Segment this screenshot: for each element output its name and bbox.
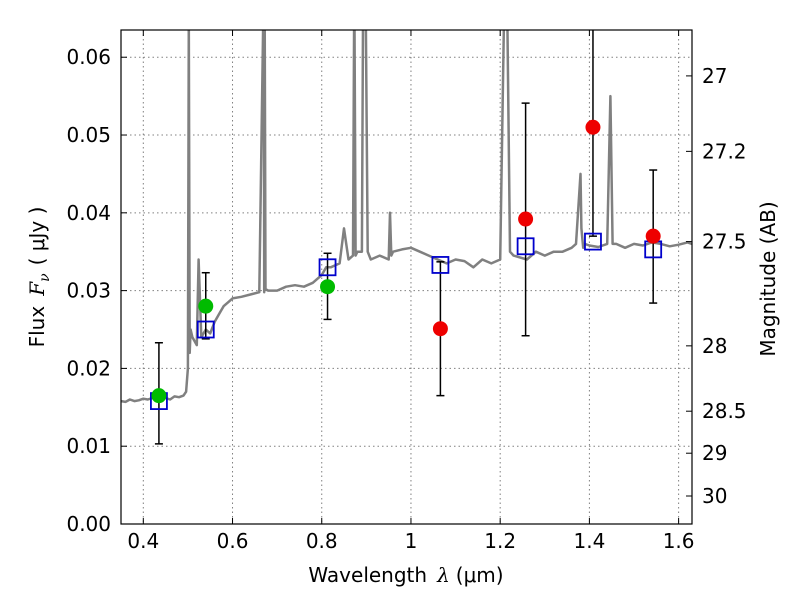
- plot-frame: [120, 29, 693, 525]
- y2-tick-label: 29: [702, 441, 727, 465]
- y-axis-label-text: Flux: [25, 306, 49, 348]
- y-axis-label-unit: ( μJy ): [25, 207, 49, 266]
- x-tick-label: 0.8: [306, 529, 338, 553]
- y2-tick-label: 28: [702, 334, 727, 358]
- y2-tick-label: 27: [702, 64, 727, 88]
- x-tick-label: 1.2: [484, 529, 516, 553]
- red-point: [645, 228, 661, 244]
- red-point: [518, 211, 534, 227]
- y-axis-label-symbol: F: [25, 281, 49, 297]
- y-tick-label: 0.03: [66, 279, 111, 303]
- y-tick-label: 0.01: [66, 434, 111, 458]
- model-square: [584, 232, 602, 251]
- model-square: [318, 258, 337, 277]
- y2-tick-label: 27.5: [702, 230, 747, 254]
- x-tick-label: 1.4: [573, 529, 605, 553]
- y2-axis-label: Magnitude (AB): [756, 201, 780, 356]
- x-tick-label: 1: [405, 529, 418, 553]
- y-tick-label: 0.00: [66, 512, 111, 536]
- y2-tick-label: 27.2: [702, 139, 747, 163]
- x-axis-label-text: Wavelength: [308, 563, 427, 587]
- y-axis-label: Flux Fν ( μJy ): [25, 207, 53, 348]
- x-axis-label-symbol: λ: [436, 563, 450, 587]
- red-point: [432, 321, 448, 337]
- x-tick-label: 0.4: [127, 529, 159, 553]
- y-tick-label: 0.04: [66, 201, 111, 225]
- y-axis-label-subscript: ν: [37, 273, 53, 282]
- x-axis-label: Wavelength λ (μm): [308, 563, 503, 587]
- x-tick-label: 1.6: [663, 529, 695, 553]
- y-tick-label: 0.06: [66, 45, 111, 69]
- red-point: [585, 119, 601, 135]
- y-tick-label: 0.02: [66, 356, 111, 380]
- green-point: [320, 279, 336, 295]
- y2-tick-label: 30: [702, 484, 727, 508]
- spectrum-line: [121, 30, 692, 404]
- ticks: 0.4 0.6 0.8 1 1.2 1.4 1.6 0.00 0.01 0.02 0.03 0.04 0…: [66, 30, 747, 553]
- model-square: [196, 320, 215, 339]
- x-axis-label-unit: (μm): [456, 563, 504, 587]
- x-tick-label: 0.6: [217, 529, 249, 553]
- plot-area: [121, 30, 692, 445]
- model-square: [516, 237, 535, 256]
- model-square: [431, 256, 450, 274]
- green-point: [151, 388, 167, 404]
- y-tick-label: 0.05: [66, 123, 111, 147]
- green-point: [198, 298, 214, 314]
- y2-tick-label: 28.5: [702, 399, 747, 423]
